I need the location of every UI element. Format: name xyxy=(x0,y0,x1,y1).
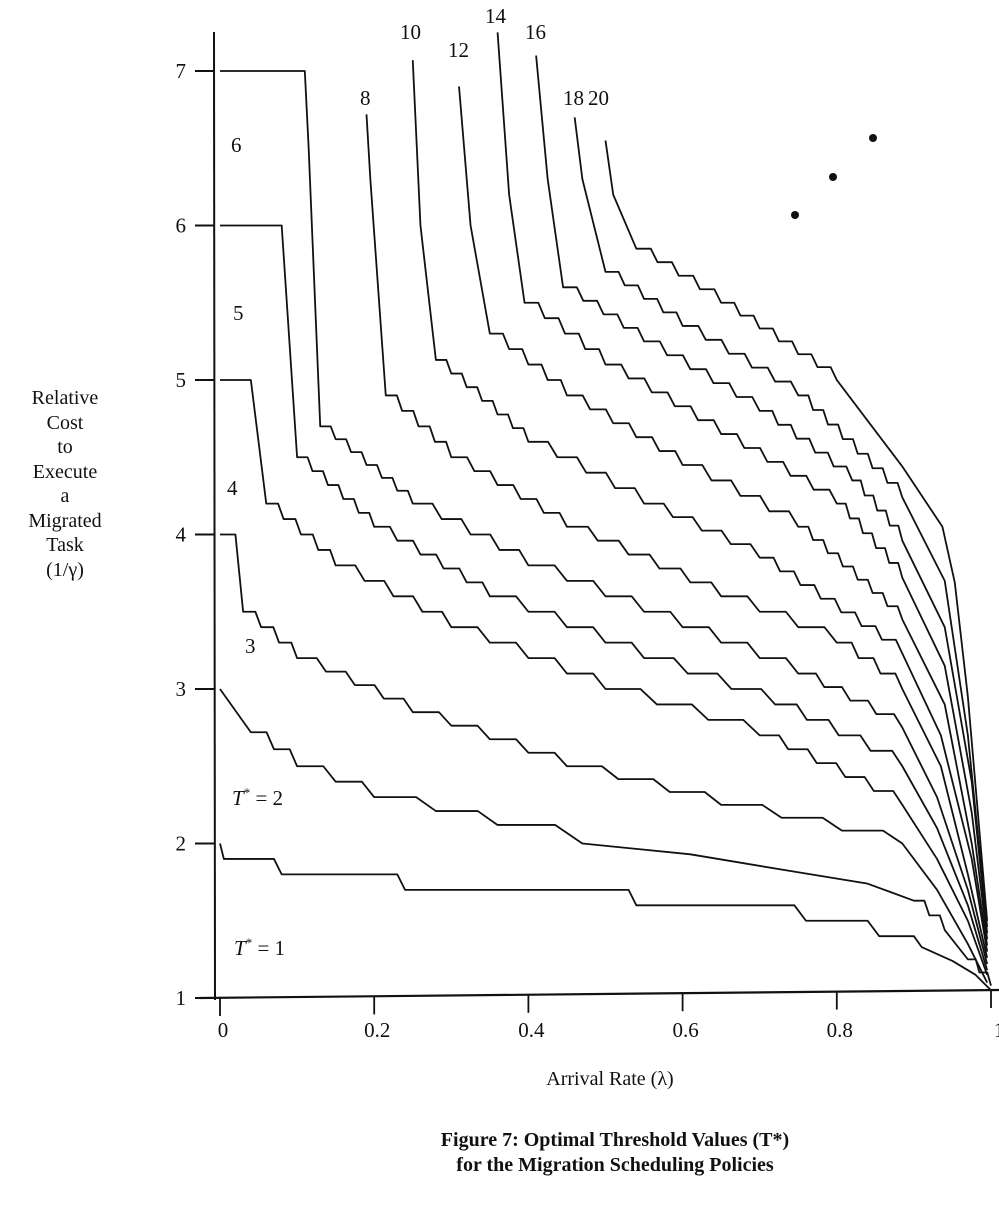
y-axis-label-line: Relative xyxy=(31,387,99,409)
region-label-6: 6 xyxy=(231,133,242,157)
caption-line-1: Figure 7: Optimal Threshold Values (T*) xyxy=(440,1129,790,1151)
x-axis-label: Arrival Rate (λ) xyxy=(546,1068,674,1090)
curve-label-16: 16 xyxy=(525,20,546,44)
continuation-dot xyxy=(869,134,877,142)
curve-label-10: 10 xyxy=(400,20,421,44)
region-label-5: 5 xyxy=(233,301,244,325)
threshold-curve-8 xyxy=(365,114,989,959)
y-tick-label: 7 xyxy=(176,59,187,83)
y-axis-label-line: a xyxy=(60,485,70,507)
threshold-curve-18 xyxy=(573,117,989,928)
threshold-curve-16 xyxy=(535,55,989,934)
region-label-t1: T* = 1 xyxy=(234,935,286,960)
region-label-3: 3 xyxy=(245,634,256,658)
x-tick-label: 0.8 xyxy=(827,1018,853,1042)
threshold-curve-2-3 xyxy=(219,688,992,986)
y-tick-label: 5 xyxy=(176,368,187,392)
threshold-curve-1-2 xyxy=(219,843,992,991)
x-axis xyxy=(199,988,999,1000)
continuation-dot xyxy=(829,173,837,181)
x-tick-label: 0.6 xyxy=(672,1018,698,1042)
y-axis xyxy=(213,31,216,1001)
region-label-4: 4 xyxy=(227,476,238,500)
x-tick-label: 0 xyxy=(218,1018,229,1042)
y-tick-label: 1 xyxy=(176,986,187,1010)
threshold-curve-10 xyxy=(411,60,989,952)
threshold-curve-4-5 xyxy=(220,379,988,976)
region-label-t2: T* = 2 xyxy=(232,785,284,810)
y-axis-label-line: Cost xyxy=(46,411,84,434)
curve-label-12: 12 xyxy=(448,38,469,62)
y-axis-label-line: (1/γ) xyxy=(46,558,84,581)
x-tick-label: 0.2 xyxy=(364,1018,390,1042)
threshold-curve-5-6 xyxy=(220,224,989,971)
y-axis-label-line: Execute xyxy=(32,460,98,483)
threshold-curve-14 xyxy=(496,32,989,940)
curve-label-14: 14 xyxy=(485,4,506,28)
y-tick-label: 3 xyxy=(176,677,187,701)
figure-caption: Figure 7: Optimal Threshold Values (T*) … xyxy=(380,1128,850,1178)
y-axis-label-line: to xyxy=(57,436,73,458)
y-tick-label: 6 xyxy=(176,214,187,238)
curve-label-18: 18 xyxy=(563,86,584,110)
y-tick-label: 2 xyxy=(176,832,187,856)
x-tick-label: 0.4 xyxy=(518,1018,545,1042)
threshold-curve-20 xyxy=(604,140,989,921)
continuation-dot xyxy=(791,211,799,219)
threshold-curve-3-4 xyxy=(220,533,988,983)
y-axis-label-line: Task xyxy=(46,534,84,556)
threshold-curve-12 xyxy=(458,86,989,946)
curve-label-20: 20 xyxy=(588,86,609,110)
threshold-curve-6-7 xyxy=(220,70,989,965)
caption-line-2: for the Migration Scheduling Policies xyxy=(456,1154,774,1176)
y-tick-label: 4 xyxy=(176,523,187,547)
x-tick-label: 1 xyxy=(994,1018,999,1042)
y-axis-label: Relative Cost to Execute a Migrated Task (1/γ) xyxy=(10,386,120,582)
y-axis-label-line: Migrated xyxy=(28,509,102,532)
curve-label-8: 8 xyxy=(360,86,371,110)
